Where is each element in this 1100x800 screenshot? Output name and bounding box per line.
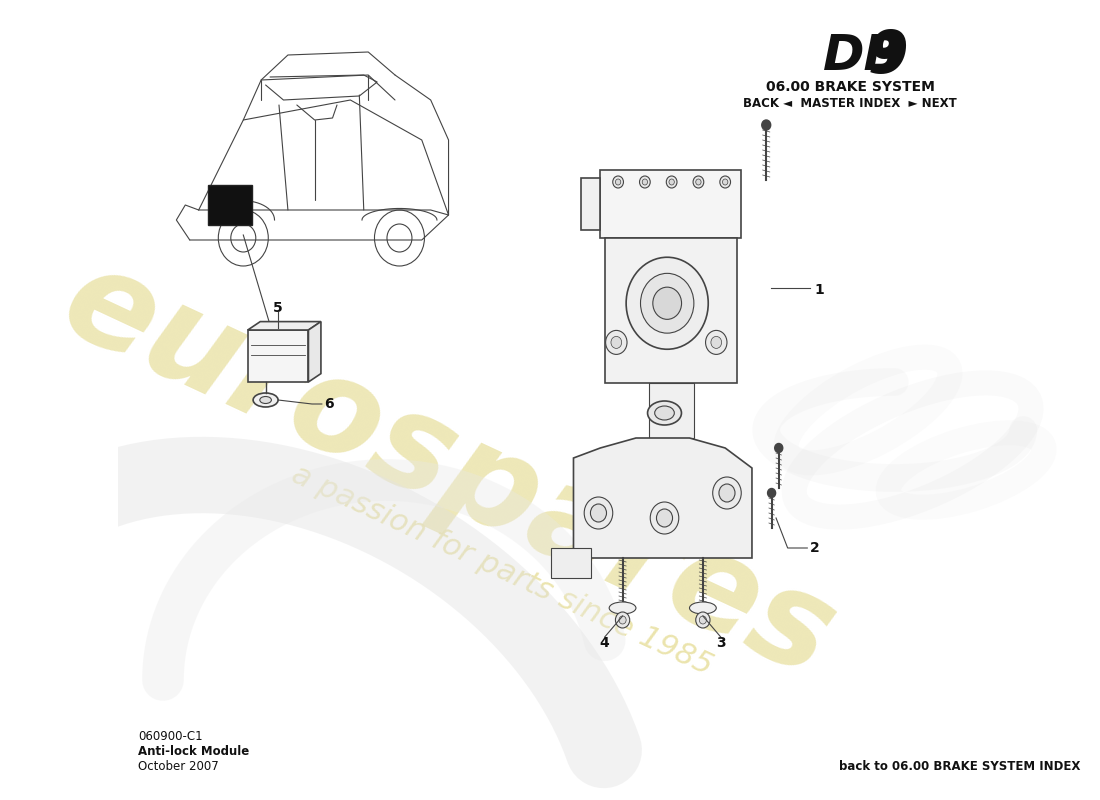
Text: a passion for parts since 1985: a passion for parts since 1985	[287, 459, 717, 681]
Circle shape	[642, 179, 648, 185]
Circle shape	[667, 176, 676, 188]
Text: 6: 6	[324, 397, 334, 411]
Ellipse shape	[260, 397, 272, 403]
Text: 06.00 BRAKE SYSTEM: 06.00 BRAKE SYSTEM	[766, 80, 935, 94]
Ellipse shape	[690, 602, 716, 614]
Ellipse shape	[648, 401, 682, 425]
Polygon shape	[551, 548, 592, 578]
Bar	[605, 238, 737, 383]
Circle shape	[693, 176, 704, 188]
Ellipse shape	[253, 393, 278, 407]
Circle shape	[657, 509, 672, 527]
Bar	[208, 185, 252, 225]
Polygon shape	[573, 438, 752, 558]
Circle shape	[713, 477, 741, 509]
Circle shape	[619, 616, 626, 624]
Text: Anti-lock Module: Anti-lock Module	[138, 745, 250, 758]
Text: 4: 4	[600, 636, 609, 650]
Circle shape	[591, 504, 606, 522]
Circle shape	[613, 176, 624, 188]
Circle shape	[695, 179, 701, 185]
Circle shape	[639, 176, 650, 188]
Circle shape	[719, 176, 730, 188]
Circle shape	[650, 502, 679, 534]
Text: eurospares: eurospares	[43, 236, 854, 704]
Circle shape	[705, 330, 727, 354]
Circle shape	[774, 443, 783, 453]
Circle shape	[615, 179, 620, 185]
Text: 3: 3	[716, 636, 726, 650]
Text: DB: DB	[824, 32, 903, 80]
Circle shape	[719, 484, 735, 502]
Text: October 2007: October 2007	[138, 760, 219, 773]
Circle shape	[610, 336, 621, 349]
Text: 1: 1	[814, 283, 824, 297]
Text: BACK ◄  MASTER INDEX  ► NEXT: BACK ◄ MASTER INDEX ► NEXT	[744, 97, 957, 110]
Circle shape	[584, 497, 613, 529]
Text: 060900-C1: 060900-C1	[138, 730, 202, 743]
Text: 5: 5	[273, 301, 283, 315]
Text: 9: 9	[868, 28, 909, 85]
Circle shape	[700, 616, 706, 624]
Circle shape	[762, 120, 771, 130]
Text: back to 06.00 BRAKE SYSTEM INDEX: back to 06.00 BRAKE SYSTEM INDEX	[839, 760, 1080, 773]
Circle shape	[606, 330, 627, 354]
Bar	[248, 330, 308, 382]
Ellipse shape	[609, 602, 636, 614]
Bar	[601, 170, 741, 238]
Circle shape	[768, 489, 776, 498]
Polygon shape	[308, 322, 321, 382]
Circle shape	[711, 336, 722, 349]
Polygon shape	[248, 322, 321, 330]
Circle shape	[626, 258, 708, 350]
Circle shape	[640, 274, 694, 333]
Circle shape	[669, 179, 674, 185]
Bar	[581, 178, 601, 230]
Ellipse shape	[654, 406, 674, 420]
Circle shape	[615, 612, 629, 628]
Circle shape	[695, 612, 710, 628]
Bar	[649, 383, 694, 438]
Text: 2: 2	[810, 541, 820, 555]
Circle shape	[723, 179, 728, 185]
Circle shape	[652, 287, 682, 319]
